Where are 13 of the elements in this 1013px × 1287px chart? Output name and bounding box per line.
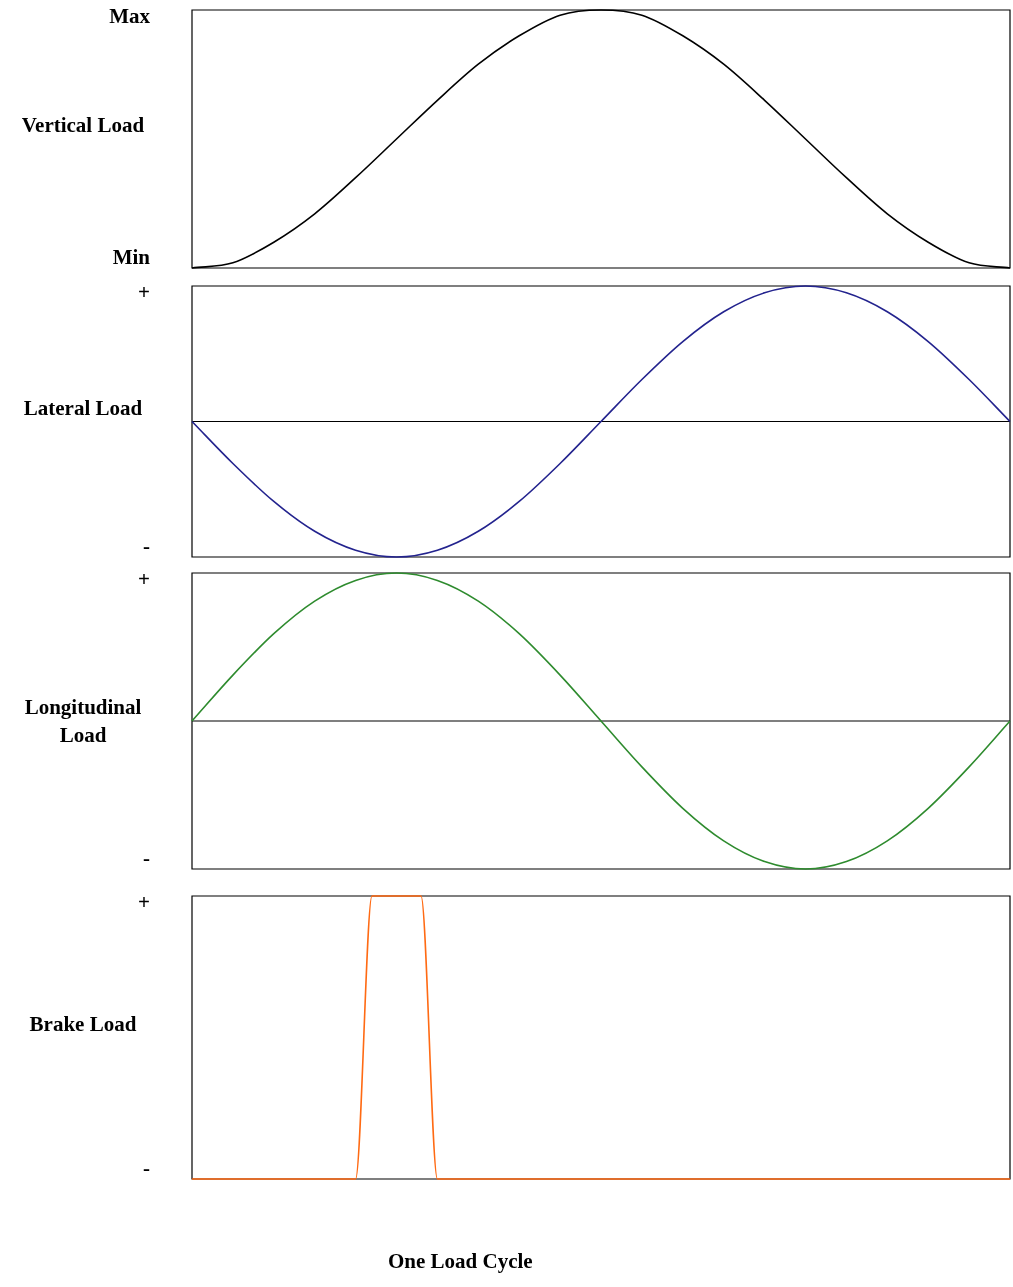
- x-axis-title: One Load Cycle: [387, 1249, 534, 1274]
- text: -: [143, 1156, 150, 1181]
- text: Max: [109, 4, 150, 29]
- y-axis-title: Longitudinal Load: [23, 694, 143, 749]
- y-axis-title: Lateral Load: [22, 394, 144, 422]
- text: Min: [112, 245, 150, 270]
- y-axis-title: Brake Load: [28, 1010, 138, 1038]
- text: -: [143, 846, 150, 871]
- text: +: [138, 567, 150, 592]
- text: -: [143, 534, 150, 559]
- y-axis-title: Vertical Load: [20, 112, 146, 139]
- text: +: [138, 280, 150, 305]
- text: +: [138, 890, 150, 915]
